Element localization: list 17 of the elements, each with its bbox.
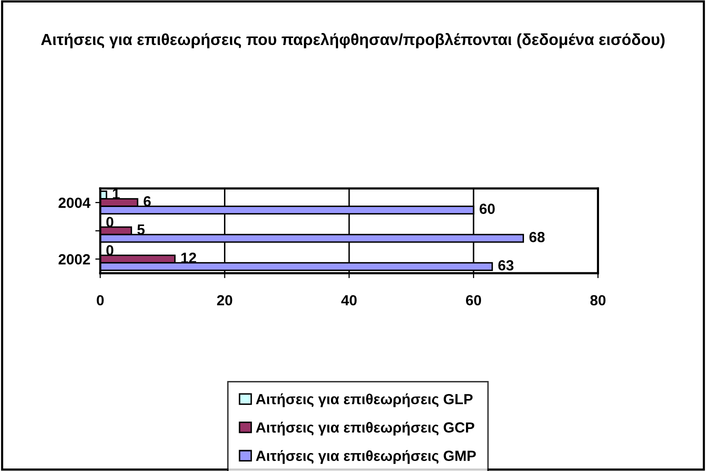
legend-label: Αιτήσεις για επιθεωρήσεις GCP [256, 422, 474, 436]
data-label: 68 [529, 232, 545, 242]
legend-label: Αιτήσεις για επιθεωρήσεις GLP [256, 393, 473, 408]
data-label: 0 [106, 216, 114, 228]
y-tick-label: 2004 [58, 198, 90, 208]
data-label: 0 [106, 245, 114, 256]
x-tick-label: 80 [590, 295, 606, 306]
legend-label: Αιτήσεις για επιθεωρήσεις GMP [256, 450, 476, 464]
data-label: 6 [144, 196, 151, 206]
x-tick-label: 60 [466, 295, 482, 306]
data-label: 63 [498, 260, 514, 271]
data-label: 60 [480, 204, 495, 214]
chart-title: Αιτήσεις για επιθεωρήσεις που παρελήφθησαν/προβλέπονται (δεδομένα εισόδου) [41, 32, 665, 48]
y-tick-label: 2002 [58, 254, 90, 264]
x-tick-label: 40 [341, 295, 357, 306]
x-tick-label: 0 [96, 295, 104, 306]
x-tick-label: 20 [217, 295, 232, 306]
